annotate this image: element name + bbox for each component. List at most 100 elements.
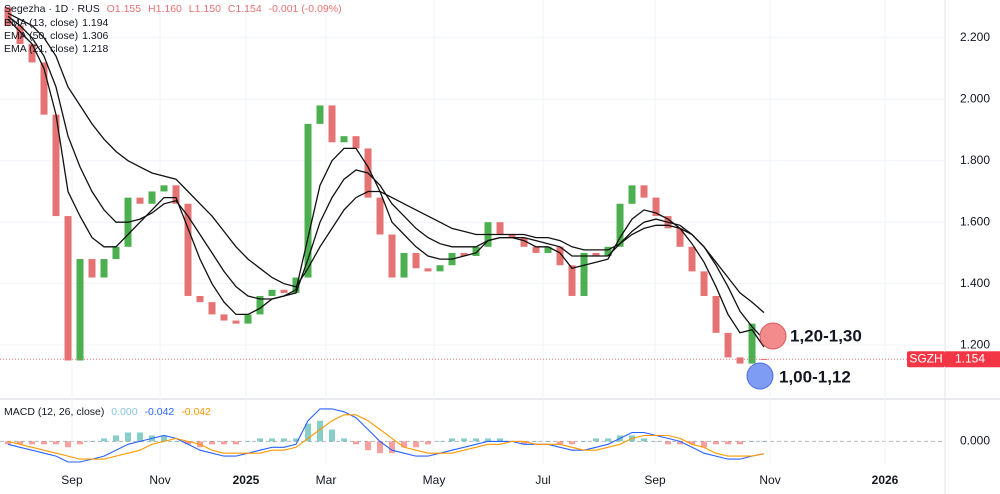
macd-histogram-bar xyxy=(137,432,144,442)
candle xyxy=(532,246,540,253)
macd-histogram-bar xyxy=(233,441,240,445)
macd-histogram-bar xyxy=(41,441,48,445)
macd-histogram-bar xyxy=(389,441,396,454)
legend-ema: EMA (13, close) 1.194 xyxy=(4,17,112,30)
candle xyxy=(196,295,204,303)
macd-histogram-bar xyxy=(689,441,696,445)
candle xyxy=(184,203,192,296)
y-tick-label: 0.000 xyxy=(960,434,990,448)
candle xyxy=(640,185,648,198)
macd-histogram-bar xyxy=(209,441,216,445)
candle xyxy=(508,234,516,238)
macd-histogram-bar xyxy=(437,441,444,442)
candle xyxy=(568,265,576,296)
price-tag xyxy=(945,351,1000,368)
macd-histogram-bar xyxy=(89,441,96,442)
macd-histogram-bar xyxy=(101,438,108,442)
x-tick-label: 2025 xyxy=(233,473,260,487)
macd-histogram-bar xyxy=(557,441,564,445)
candle xyxy=(232,320,240,324)
macd-histogram-bar xyxy=(749,441,756,442)
candle xyxy=(220,314,228,321)
ohlc: H1.160 xyxy=(148,3,182,15)
macd-histogram-bar xyxy=(413,441,420,448)
legend-macd: MACD (12, 26, close) 0.000 -0.042 -0.042 xyxy=(4,406,215,419)
macd-histogram-bar xyxy=(653,441,660,442)
legend-ema: EMA (21, close) 1.218 xyxy=(4,43,112,56)
macd-histogram-bar xyxy=(305,423,312,442)
macd-histogram-bar xyxy=(725,441,732,445)
macd-histogram-bar xyxy=(521,441,528,445)
candle xyxy=(292,277,300,293)
candle xyxy=(328,105,336,143)
macd-line xyxy=(7,414,765,460)
macd-histogram-bar xyxy=(113,435,120,442)
change: -0.001 (-0.09%) xyxy=(268,3,342,15)
macd-histogram-bar xyxy=(281,438,288,442)
candle xyxy=(64,216,72,361)
macd-histogram-bar xyxy=(365,441,372,451)
macd-histogram-bar xyxy=(161,435,168,442)
macd-histogram-bar xyxy=(701,441,708,448)
x-tick-label: Sep xyxy=(644,473,666,487)
macd-histogram-bar xyxy=(449,438,456,442)
candle xyxy=(688,246,696,272)
ema-line xyxy=(7,15,765,341)
legend-value: 1.194 xyxy=(82,17,109,29)
macd-histogram-bar xyxy=(713,441,720,445)
grid xyxy=(0,0,945,465)
candle xyxy=(592,252,600,257)
macd-histogram-bar xyxy=(221,441,228,445)
macd-histogram-bar xyxy=(53,441,60,445)
macd-histogram-bar xyxy=(593,438,600,442)
candle xyxy=(52,114,60,217)
candle xyxy=(40,62,48,115)
legend-value: -0.042 xyxy=(181,406,211,418)
marks xyxy=(0,7,945,463)
candle xyxy=(376,197,384,235)
macd-histogram-bar xyxy=(317,420,324,442)
legend-name: MACD (12, 26, close) xyxy=(4,406,105,418)
candle xyxy=(208,302,216,315)
annotation-label: 1,20-1,30 xyxy=(790,326,862,345)
legend-name: EMA (21, close) xyxy=(4,43,79,55)
candle xyxy=(148,191,156,204)
ohlc: L1.150 xyxy=(188,3,221,15)
candle xyxy=(76,259,84,361)
macd-histogram-bar xyxy=(569,441,576,445)
y-tick-label: 2.200 xyxy=(960,30,990,44)
candle xyxy=(340,136,348,143)
macd-histogram-bar xyxy=(29,441,36,445)
candle xyxy=(304,123,312,278)
candle xyxy=(100,259,108,278)
macd-histogram-bar xyxy=(425,441,432,445)
target-circle-lower xyxy=(746,362,774,390)
candle xyxy=(760,358,768,360)
y-tick-label: 2.000 xyxy=(960,91,990,105)
macd-histogram-bar xyxy=(665,441,672,445)
candle xyxy=(112,246,120,260)
macd-histogram-bar xyxy=(353,441,360,445)
candle xyxy=(496,222,504,235)
candle xyxy=(244,314,252,324)
legend-name: EMA (50, close) xyxy=(4,30,79,42)
candle xyxy=(472,246,480,257)
candle xyxy=(460,252,468,257)
candle xyxy=(268,289,276,296)
macd-histogram-bar xyxy=(185,441,192,445)
candle xyxy=(160,185,168,192)
candle xyxy=(316,105,324,124)
y-tick-label: 1.600 xyxy=(960,214,990,228)
macd-histogram-bar xyxy=(533,441,540,442)
macd-histogram-bar xyxy=(677,441,684,445)
candle xyxy=(412,252,420,269)
x-tick-label: Mar xyxy=(316,473,337,487)
macd-histogram-bar xyxy=(485,438,492,442)
candle xyxy=(712,295,720,333)
candle xyxy=(748,323,756,364)
symbol-title: Segezha · 1D · RUS xyxy=(4,3,100,15)
ohlc: O1.155 xyxy=(106,3,142,15)
x-tick-label: Nov xyxy=(149,473,170,487)
